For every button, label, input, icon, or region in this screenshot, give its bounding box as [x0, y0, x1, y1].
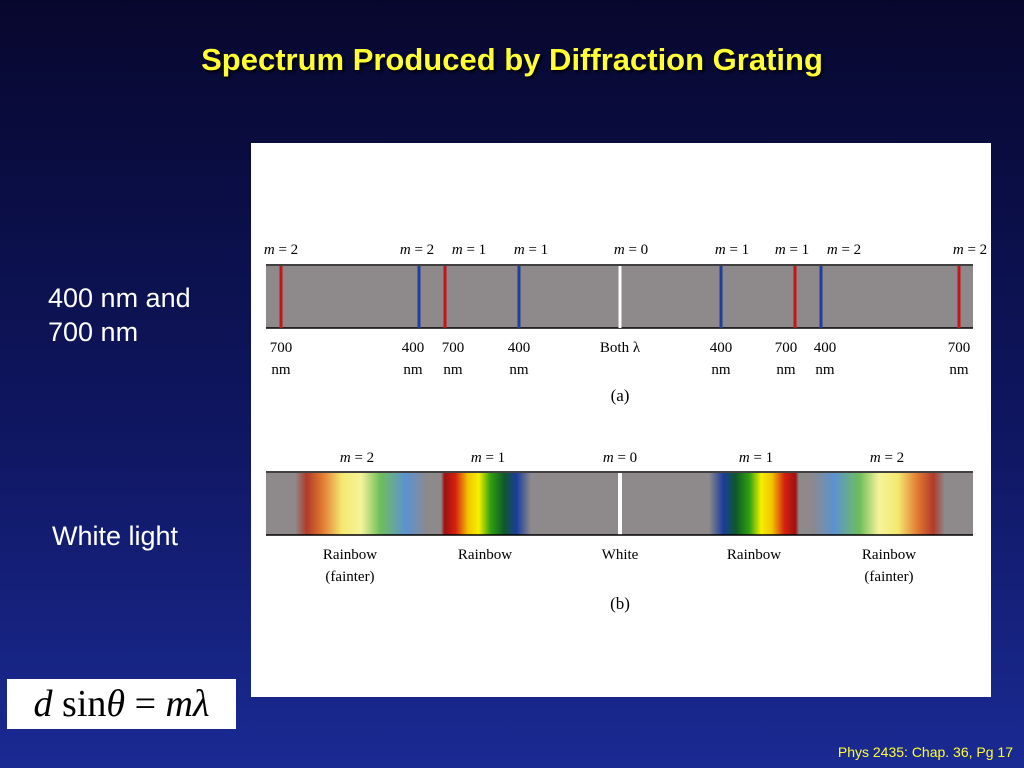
- label-a-line2: 700 nm: [48, 317, 139, 347]
- rainbow-left-fainter: [281, 473, 441, 535]
- order-label-a: m = 1: [775, 242, 809, 258]
- order-label-a: m = 1: [514, 242, 548, 258]
- wavelength-unit-a: nm: [711, 362, 731, 378]
- region-label-b: White: [602, 547, 639, 563]
- diffraction-figure: m = 2 m = 2 m = 1 m = 1 m = 0 m = 1 m = 1 m = 2…: [251, 143, 991, 697]
- wavelength-unit-a: nm: [443, 362, 463, 378]
- order-label-a: m = 1: [715, 242, 749, 258]
- rainbow-right-first-order: [709, 473, 799, 535]
- formula-lambda: λ: [192, 683, 210, 725]
- rainbow-right-fainter: [799, 473, 959, 535]
- wavelength-label-a: 700: [775, 340, 798, 356]
- region-sublabel-b: (fainter): [864, 569, 913, 585]
- rainbow-left-first-order: [441, 473, 531, 535]
- order-label-b: m = 1: [739, 450, 773, 466]
- order-label-b: m = 0: [603, 450, 637, 466]
- label-white-light: White light: [52, 521, 179, 551]
- wavelength-label-a: 400: [814, 340, 837, 356]
- wavelength-unit-a: nm: [403, 362, 423, 378]
- order-label-a: m = 1: [452, 242, 486, 258]
- wavelength-label-a: Both λ: [600, 340, 641, 356]
- wavelength-label-a: 400: [402, 340, 425, 356]
- order-label-a: m = 2: [264, 242, 298, 258]
- wavelength-label-a: 400: [508, 340, 531, 356]
- wavelength-label-a: 700: [270, 340, 293, 356]
- formula-m: m: [165, 683, 193, 725]
- order-label-b: m = 2: [340, 450, 374, 466]
- caption-b: (b): [610, 594, 630, 613]
- order-label-a: m = 2: [400, 242, 434, 258]
- wavelength-unit-a: nm: [815, 362, 835, 378]
- region-sublabel-b: (fainter): [325, 569, 374, 585]
- label-a-line1: 400 nm and: [48, 283, 191, 313]
- region-label-b: Rainbow: [458, 547, 512, 563]
- wavelength-label-a: 700: [948, 340, 971, 356]
- wavelength-unit-a: nm: [949, 362, 969, 378]
- wavelength-unit-a: nm: [271, 362, 291, 378]
- label-400-700-nm: 400 nm and 700 nm: [48, 281, 248, 349]
- slide-title: Spectrum Produced by Diffraction Grating: [201, 42, 823, 77]
- order-label-b: m = 1: [471, 450, 505, 466]
- formula-sin: sin: [62, 683, 107, 725]
- formula-d: d: [33, 683, 53, 725]
- diffraction-diagram: m = 2 m = 2 m = 1 m = 1 m = 0 m = 1 m = 1 m = 2…: [264, 242, 987, 613]
- formula-theta: θ: [106, 683, 126, 725]
- wavelength-unit-a: nm: [509, 362, 529, 378]
- slide-footer: Phys 2435: Chap. 36, Pg 17: [837, 744, 1013, 760]
- order-label-a: m = 2: [827, 242, 861, 258]
- region-label-b: Rainbow: [323, 547, 377, 563]
- wavelength-label-a: 700: [442, 340, 465, 356]
- caption-a: (a): [611, 386, 630, 405]
- wavelength-label-a: 400: [710, 340, 733, 356]
- order-label-a: m = 0: [614, 242, 648, 258]
- order-label-b: m = 2: [870, 450, 904, 466]
- region-label-b: Rainbow: [862, 547, 916, 563]
- formula-equals: =: [134, 683, 157, 725]
- wavelength-unit-a: nm: [776, 362, 796, 378]
- white-central-line: [618, 473, 622, 535]
- order-label-a: m = 2: [953, 242, 987, 258]
- region-label-b: Rainbow: [727, 547, 781, 563]
